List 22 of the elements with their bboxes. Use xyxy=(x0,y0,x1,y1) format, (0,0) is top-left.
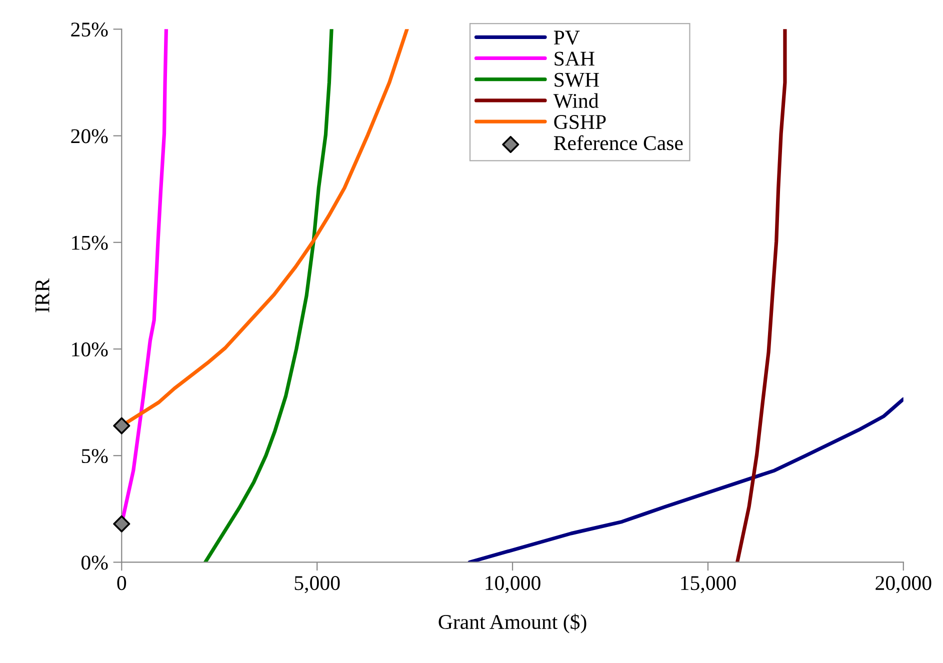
line-series xyxy=(468,397,904,562)
y-axis-title: IRR xyxy=(36,278,50,312)
y-tick-label: 5% xyxy=(82,448,108,464)
legend-label: Wind xyxy=(553,93,599,108)
legend-label: Reference Case xyxy=(554,135,683,150)
y-tick-label: 15% xyxy=(72,236,108,250)
y-tick-label: 0% xyxy=(81,556,108,570)
x-tick-label: 5,000 xyxy=(294,576,340,594)
x-tick-label: 20,000 xyxy=(876,576,932,594)
line-series xyxy=(735,29,787,562)
x-tick-label: 0 xyxy=(117,576,126,590)
x-tick-label: 10,000 xyxy=(486,576,540,594)
y-tick-label: 20% xyxy=(71,129,108,144)
y-tick-label: 25% xyxy=(71,22,108,37)
x-tick-label: 15,000 xyxy=(681,576,736,594)
legend-label: SAH xyxy=(554,52,594,66)
line-series xyxy=(203,29,334,562)
legend-label: GSHP xyxy=(554,115,606,130)
legend-label: PV xyxy=(554,30,580,45)
legend-label: SWH xyxy=(554,72,600,87)
x-axis-title: Grant Amount ($) xyxy=(438,614,586,634)
y-tick-label: 10% xyxy=(72,342,108,357)
